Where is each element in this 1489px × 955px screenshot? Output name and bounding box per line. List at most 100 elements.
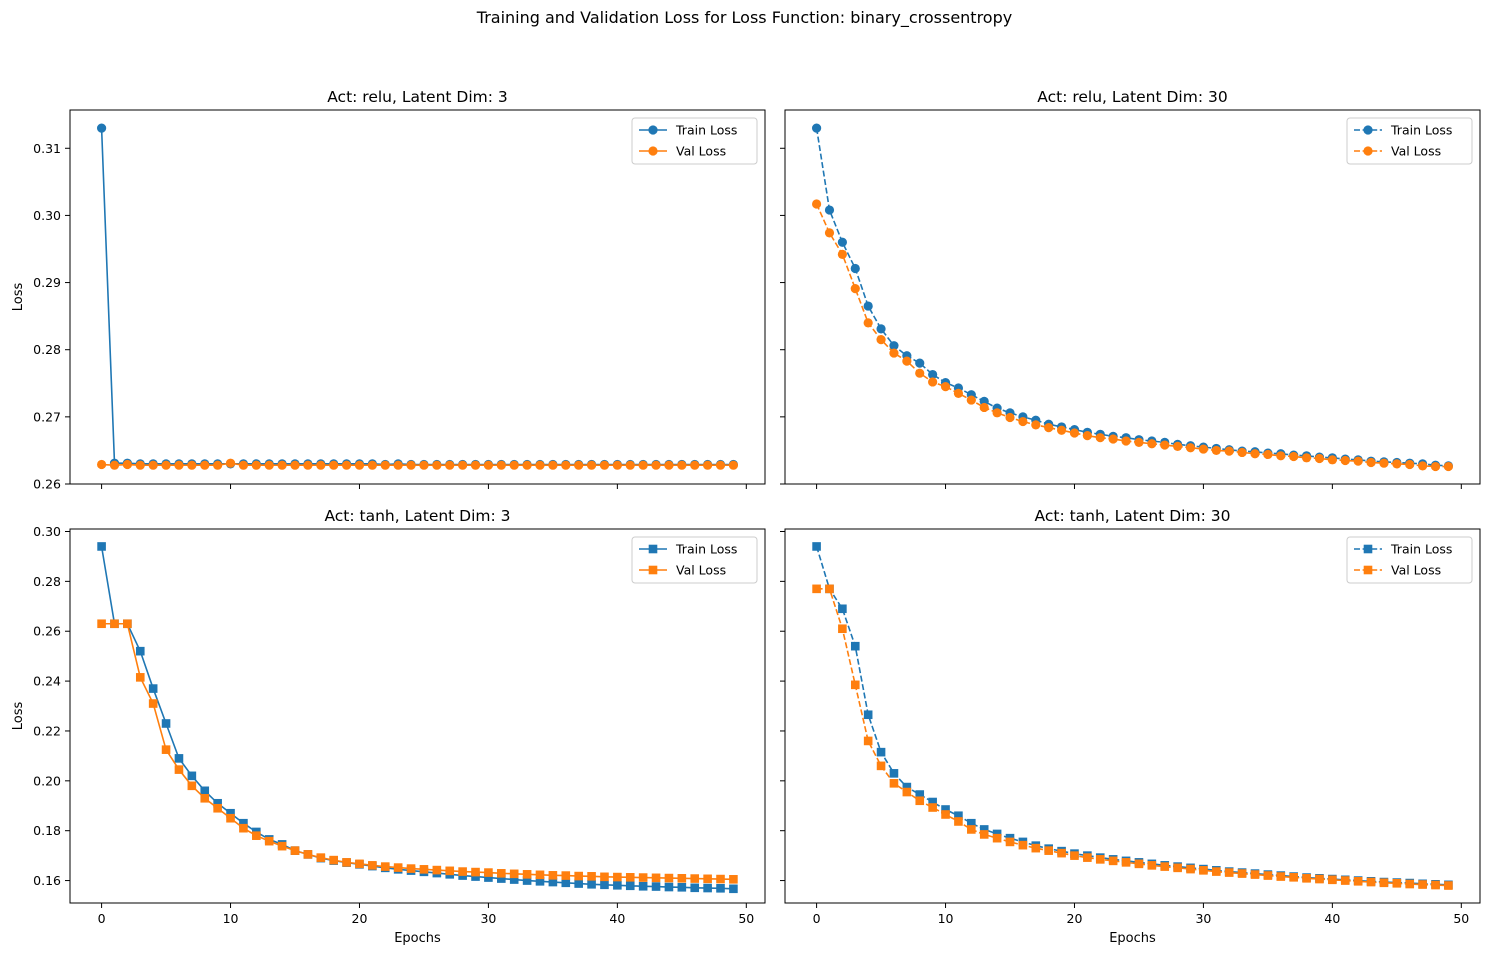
data-point	[838, 604, 847, 614]
x-tick-label: 30	[1195, 911, 1211, 926]
data-point	[174, 765, 184, 774]
data-point	[729, 884, 738, 894]
y-axis-label: Loss	[11, 702, 26, 731]
subplot-title: Act: tanh, Latent Dim: 30	[1035, 507, 1231, 525]
data-point	[902, 782, 912, 792]
data-point	[548, 460, 558, 470]
legend-marker	[1363, 146, 1373, 156]
data-point	[535, 460, 545, 470]
data-point	[992, 833, 1002, 843]
data-point	[889, 769, 899, 778]
data-point	[561, 878, 571, 888]
data-point	[238, 460, 249, 470]
series-val-loss	[96, 458, 739, 470]
data-point	[497, 874, 506, 883]
data-point	[863, 710, 873, 720]
data-point	[1199, 866, 1208, 875]
data-point	[638, 460, 648, 470]
legend-marker	[648, 565, 658, 575]
data-point	[863, 318, 873, 328]
data-point	[187, 771, 197, 781]
x-tick-label: 0	[98, 911, 106, 926]
data-point	[96, 123, 107, 133]
legend-box	[1346, 536, 1473, 584]
data-point	[1056, 425, 1067, 435]
data-point	[471, 867, 480, 877]
data-point	[600, 872, 609, 882]
data-point	[1443, 461, 1454, 472]
subplot-1: Act: relu, Latent Dim: 3 0.26 0.27 0.28 0.29…	[11, 88, 766, 492]
data-point	[954, 811, 963, 821]
data-point	[574, 871, 583, 881]
data-point	[837, 249, 847, 259]
data-point	[535, 877, 545, 886]
data-point	[1108, 856, 1118, 866]
data-point	[690, 883, 700, 893]
data-point	[1366, 877, 1376, 887]
axes-frame	[69, 109, 766, 485]
subplot-title: Act: relu, Latent Dim: 3	[327, 88, 508, 106]
y-tick-label: 0.29	[33, 275, 61, 290]
data-point	[522, 870, 532, 879]
data-point	[889, 779, 899, 788]
data-point	[522, 460, 532, 470]
data-point	[419, 460, 429, 470]
data-point	[1379, 458, 1389, 468]
data-point	[1353, 877, 1363, 886]
data-point	[690, 460, 700, 470]
data-point	[368, 861, 377, 870]
data-point	[638, 881, 648, 891]
data-point	[123, 619, 132, 629]
data-point	[161, 460, 171, 470]
data-point	[1108, 434, 1118, 444]
data-point	[703, 874, 712, 884]
data-point	[677, 460, 687, 470]
data-point	[941, 810, 950, 819]
data-point	[664, 873, 674, 883]
data-point	[110, 619, 119, 629]
data-point	[1379, 878, 1389, 888]
data-point	[979, 825, 989, 834]
data-point	[651, 873, 661, 883]
data-point	[277, 841, 287, 851]
data-point	[915, 790, 925, 799]
data-point	[1276, 872, 1286, 881]
data-point	[992, 408, 1002, 418]
data-point	[651, 882, 661, 891]
data-point	[941, 805, 950, 814]
data-point	[703, 883, 712, 893]
data-point	[277, 460, 287, 470]
data-point	[625, 460, 635, 470]
data-point	[1044, 846, 1053, 855]
data-point	[548, 871, 558, 880]
data-point	[484, 868, 493, 877]
data-point	[135, 460, 145, 470]
subplot-4: Act: tanh, Latent Dim: 30 0 10 20 30 40 50 Epoc…	[780, 507, 1481, 946]
data-point	[483, 460, 494, 470]
data-point	[574, 460, 584, 470]
data-point	[1018, 416, 1028, 427]
data-point	[1186, 864, 1195, 874]
data-point	[200, 460, 210, 470]
data-point	[109, 460, 120, 470]
data-point	[393, 460, 403, 470]
x-tick-label: 20	[1067, 911, 1083, 926]
data-point	[1289, 451, 1299, 462]
legend-label: Val Loss	[1391, 563, 1441, 578]
legend-label: Train Loss	[675, 123, 737, 138]
data-point	[850, 284, 860, 294]
data-point	[863, 301, 873, 311]
data-point	[1198, 444, 1209, 454]
subplot-title: Act: relu, Latent Dim: 30	[1037, 88, 1227, 106]
y-tick-label: 0.31	[33, 141, 61, 156]
legend-marker	[648, 146, 658, 156]
data-point	[1069, 428, 1080, 438]
data-point	[1430, 461, 1441, 472]
data-point	[213, 798, 222, 808]
x-tick-label: 50	[738, 911, 754, 926]
data-point	[1121, 858, 1131, 867]
data-point	[161, 719, 171, 728]
y-tick-label: 0.20	[33, 773, 61, 788]
data-point	[329, 855, 338, 865]
axes-frame	[784, 109, 1481, 485]
